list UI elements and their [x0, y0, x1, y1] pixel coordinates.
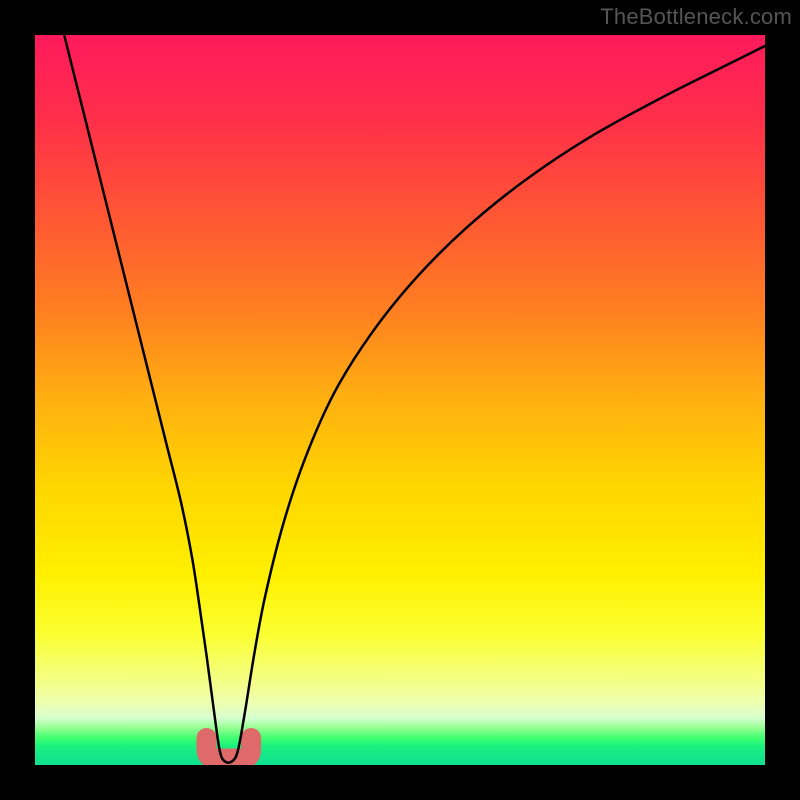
bottleneck-chart	[35, 35, 765, 765]
watermark-text: TheBottleneck.com	[600, 4, 792, 30]
plot-area	[35, 35, 765, 765]
chart-background	[35, 35, 765, 765]
chart-frame: TheBottleneck.com	[0, 0, 800, 800]
